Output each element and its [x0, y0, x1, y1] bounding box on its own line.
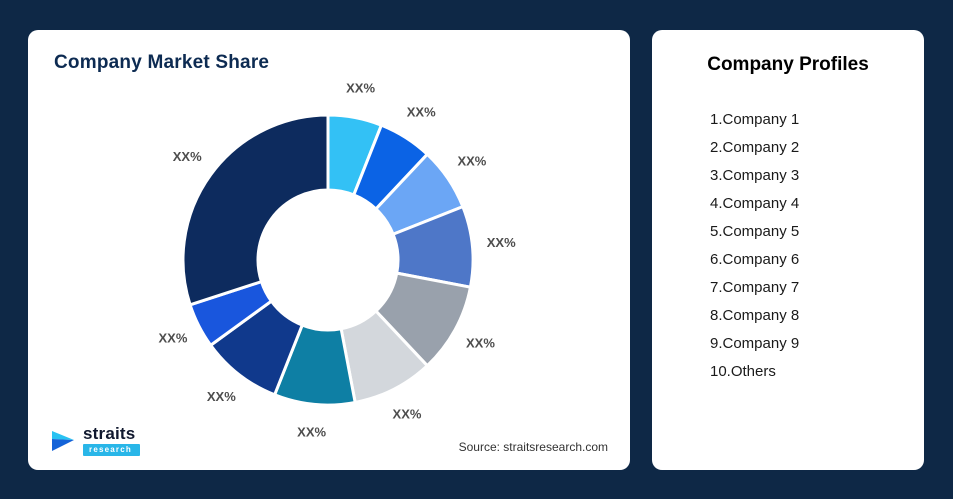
market-share-donut-chart: XX% XX% XX% XX% XX% XX% XX% XX% XX% XX%	[159, 81, 517, 440]
chart-title: Company Market Share	[54, 52, 270, 73]
logo-text: straits research	[83, 425, 140, 456]
profiles-title: Company Profiles	[707, 54, 869, 75]
company-profiles-list: 1.Company 1 2.Company 2 3.Company 3 4.Co…	[710, 110, 914, 390]
segment-value-label: XX%	[207, 389, 236, 404]
segment-value-label: XX%	[173, 149, 202, 164]
segment-value-label: XX%	[487, 235, 516, 250]
donut-segment-others	[181, 113, 330, 307]
segment-value-label: XX%	[466, 335, 495, 350]
company-list-item: 7.Company 7	[710, 279, 800, 296]
straits-logo-icon	[50, 428, 76, 454]
company-list-item: 6.Company 6	[710, 251, 800, 268]
company-list-item: 9.Company 9	[710, 335, 800, 352]
straits-research-logo: straits research	[50, 425, 140, 456]
company-profiles-card: Company Profiles 1.Company 1 2.Company 2…	[652, 30, 924, 470]
segment-value-label: XX%	[393, 406, 422, 421]
segment-value-label: XX%	[407, 105, 436, 120]
segment-value-label: XX%	[346, 81, 375, 96]
segment-value-label: XX%	[457, 154, 486, 169]
logo-brand: straits	[83, 424, 136, 443]
company-list-item: 10.Others	[710, 363, 776, 380]
segment-value-label: XX%	[297, 425, 326, 440]
company-list-item: 8.Company 8	[710, 307, 800, 324]
logo-subbrand: research	[83, 444, 140, 456]
company-list-item: 2.Company 2	[710, 139, 800, 156]
company-list-item: 5.Company 5	[710, 223, 800, 240]
market-share-card: Company Market Share XX% XX% XX% XX% XX% XX% X…	[28, 30, 630, 470]
company-list-item: 4.Company 4	[710, 195, 800, 212]
source-attribution: Source: straitsresearch.com	[458, 440, 608, 454]
company-list-item: 3.Company 3	[710, 167, 800, 184]
segment-value-label: XX%	[159, 330, 188, 345]
company-list-item: 1.Company 1	[710, 111, 800, 128]
